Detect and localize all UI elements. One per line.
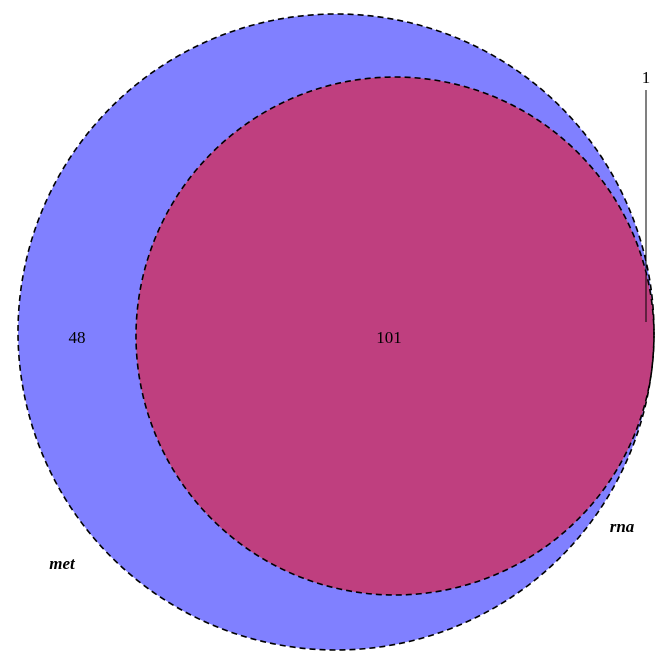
rna-outline <box>135 76 655 596</box>
rna-only-count: 1 <box>642 68 651 87</box>
met-set-label: met <box>49 554 76 573</box>
intersection-count: 101 <box>376 328 402 347</box>
overlap-region <box>136 77 654 595</box>
met-only-count: 48 <box>69 328 86 347</box>
rna-set-label: rna <box>610 517 635 536</box>
